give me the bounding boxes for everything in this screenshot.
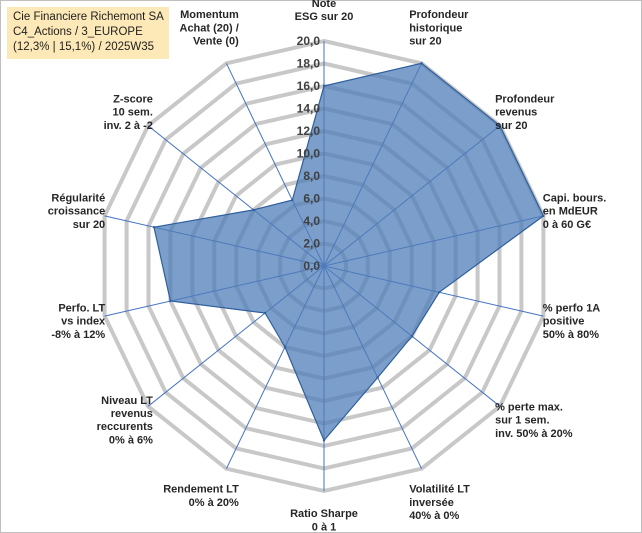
data-point — [376, 376, 379, 379]
category-label-line: revenus — [495, 107, 537, 119]
category-label: Capi. bours. en MdEUR 0 à 60 G€ — [543, 192, 607, 230]
category-label-line: Rendement LT — [163, 484, 239, 496]
data-point — [263, 311, 267, 315]
category-label: % perte max. sur 1 sem. inv. 50% à 20% — [495, 401, 573, 439]
category-label-line: inv. 2 à -2 — [104, 120, 153, 132]
category-label: Note ESG sur 20 — [295, 0, 354, 23]
category-label-line: 40% à 0% — [409, 510, 459, 522]
category-label-line: 0% à 6% — [109, 434, 153, 446]
category-label-line: sur 20 — [73, 219, 105, 231]
data-point — [252, 208, 255, 212]
data-point — [542, 214, 545, 218]
category-label-line: 0% à 20% — [189, 497, 239, 509]
tick-layer: 0,0 2,0 4,0 6,0 8,0 10,0 12,0 14,0 16,0 18,0 20,0 — [297, 34, 321, 273]
data-point — [283, 345, 287, 349]
chart-title-box: Cie Financiere Richemont SA C4_Actions /… — [7, 7, 169, 59]
category-label: Profondeur historique sur 20 — [409, 9, 469, 47]
title-line-1: Cie Financiere Richemont SA — [13, 11, 164, 23]
category-label-line: en MdEUR — [543, 206, 598, 218]
tick-label: 14,0 — [297, 102, 321, 116]
category-label-line: croissance — [48, 206, 105, 218]
title-line-3: (12,3% | 15,1%) / 2025W35 — [13, 41, 155, 53]
category-label-layer: Note ESG sur 20 Profondeur historique sur 20… — [48, 0, 607, 533]
data-point — [291, 198, 294, 202]
category-label-line: sur 20 — [495, 120, 527, 132]
category-label-line: sur 20 — [409, 36, 441, 48]
category-label-line: ESG sur 20 — [295, 11, 354, 23]
category-label-line: 50% à 80% — [543, 329, 599, 341]
category-label: Momentum Achat (20) / Vente (0) — [180, 9, 240, 47]
category-label-line: Note — [312, 0, 336, 10]
data-point — [410, 334, 414, 338]
category-label-line: sur 1 sem. — [495, 415, 549, 427]
category-label: Niveau LT revenus reccurents 0% à 6% — [97, 395, 154, 447]
data-point — [438, 291, 441, 294]
category-label-line: Capi. bours. — [543, 192, 607, 204]
category-label-line: Achat (20) / — [180, 22, 239, 34]
category-label: Perfo. LT vs index -8% à 12% — [51, 302, 106, 340]
tick-label: 20,0 — [297, 34, 321, 48]
category-label: Volatilité LT inversée 40% à 0% — [409, 484, 470, 522]
category-label-line: historique — [409, 22, 462, 34]
category-label-line: inversée — [409, 497, 454, 509]
category-label: Profondeur revenus sur 20 — [495, 93, 555, 131]
data-point — [420, 62, 423, 65]
category-label-line: Profondeur — [409, 9, 469, 21]
category-label-line: % perte max. — [495, 401, 563, 413]
tick-label: 2,0 — [303, 237, 320, 251]
category-label-line: Profondeur — [495, 93, 555, 105]
tick-label: 18,0 — [297, 57, 321, 71]
data-point — [322, 84, 326, 88]
category-label-line: Régularité — [51, 192, 105, 204]
category-label: Ratio Sharpe 0 à 1 — [290, 508, 358, 533]
tick-label: 12,0 — [297, 124, 321, 138]
category-label-line: vs index — [61, 316, 106, 328]
data-point — [322, 439, 326, 442]
category-label-line: % perfo 1A — [543, 302, 601, 314]
category-label-line: Perfo. LT — [58, 302, 105, 314]
tick-label: 8,0 — [303, 169, 320, 183]
category-label: Rendement LT 0% à 20% — [163, 484, 239, 509]
category-label-line: Momentum — [180, 9, 239, 21]
category-label-line: Volatilité LT — [409, 484, 470, 496]
category-label-line: -8% à 12% — [51, 329, 105, 341]
category-label-line: 0 à 60 G€ — [543, 219, 591, 231]
category-label: % perfo 1A positive 50% à 80% — [543, 302, 601, 340]
data-point — [152, 226, 156, 229]
category-label-line: Z-score — [113, 93, 153, 105]
data-point — [169, 299, 172, 303]
category-label-line: inv. 50% à 20% — [495, 428, 573, 440]
category-label-line: reccurents — [97, 421, 153, 433]
category-label-line: revenus — [111, 408, 153, 420]
category-label-line: Ratio Sharpe — [290, 508, 358, 520]
category-label-line: Vente (0) — [193, 36, 239, 48]
category-label-line: Niveau LT — [101, 395, 153, 407]
category-label-line: 0 à 1 — [312, 521, 336, 533]
category-label: Régularité croissance sur 20 — [48, 192, 105, 230]
category-label-line: positive — [543, 316, 585, 328]
title-line-2: C4_Actions / 3_EUROPE — [13, 26, 143, 38]
tick-label: 0,0 — [303, 259, 320, 273]
series-layer — [152, 62, 545, 442]
category-label-line: 10 sem. — [113, 107, 153, 119]
data-point — [498, 124, 502, 127]
tick-label: 10,0 — [297, 147, 321, 161]
tick-label: 16,0 — [297, 79, 321, 93]
tick-label: 6,0 — [303, 192, 320, 206]
tick-label: 4,0 — [303, 214, 320, 228]
category-label: Z-score 10 sem. inv. 2 à -2 — [104, 93, 153, 131]
